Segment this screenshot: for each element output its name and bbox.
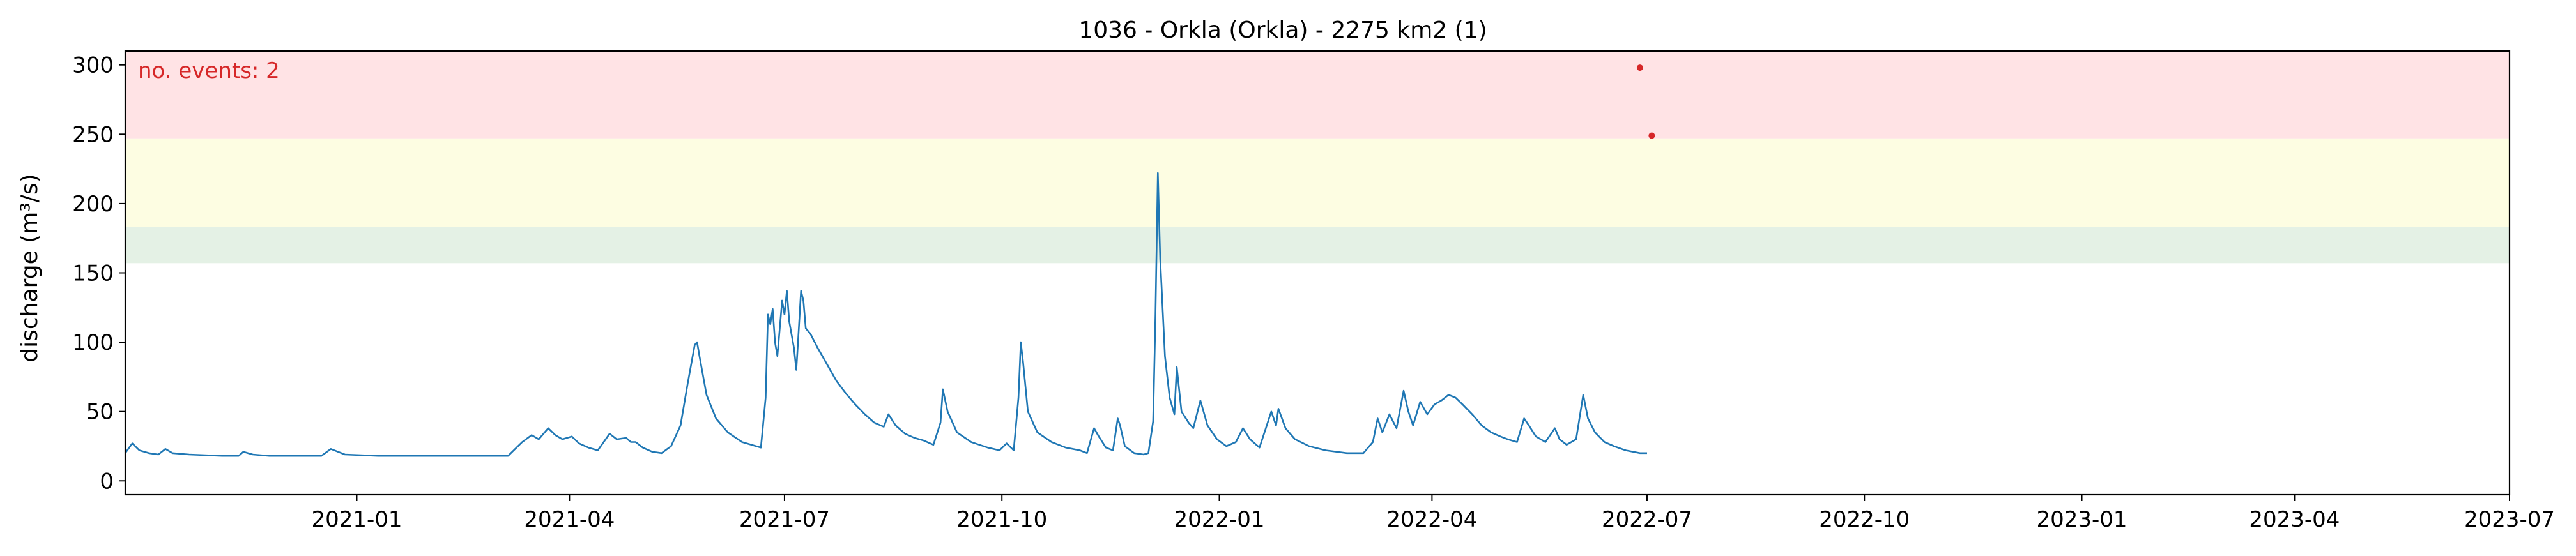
threshold-bands (125, 51, 2510, 264)
y-tick-label: 200 (72, 192, 114, 217)
band-green (125, 227, 2510, 264)
x-tick-label: 2022-10 (1819, 507, 1910, 532)
discharge-series-line (124, 172, 1647, 457)
x-tick-label: 2022-01 (1174, 507, 1264, 532)
x-tick-label: 2021-01 (311, 507, 402, 532)
x-tick-label: 2022-04 (1386, 507, 1477, 532)
y-axis-label: discharge (m³/s) (17, 174, 43, 362)
x-tick-label: 2021-07 (739, 507, 830, 532)
y-tick-label: 50 (86, 400, 114, 425)
y-tick-label: 0 (100, 469, 114, 494)
y-tick-label: 100 (72, 330, 114, 356)
band-yellow (125, 138, 2510, 227)
y-tick-label: 300 (72, 53, 114, 79)
event-point (1636, 64, 1643, 71)
band-red (125, 51, 2510, 139)
x-axis: 2021-01 2021-04 2021-07 2021-10 2022-01 2022-… (311, 495, 2555, 532)
event-point (1648, 132, 1655, 139)
chart-title: 1036 - Orkla (Orkla) - 2275 km2 (1) (1078, 17, 1487, 43)
x-tick-label: 2021-10 (956, 507, 1047, 532)
y-tick-label: 150 (72, 261, 114, 287)
plot-frame (124, 50, 2511, 496)
event-markers (1636, 64, 1655, 139)
x-tick-label: 2022-07 (1602, 507, 1692, 532)
y-axis: 0 50 100 150 200 250 300 (72, 53, 125, 494)
x-tick-label: 2023-01 (2037, 507, 2128, 532)
x-tick-label: 2023-04 (2249, 507, 2340, 532)
x-tick-label: 2023-07 (2464, 507, 2555, 532)
y-tick-label: 250 (72, 122, 114, 147)
events-count-annotation: no. events: 2 (138, 58, 280, 84)
x-tick-label: 2021-04 (524, 507, 615, 532)
